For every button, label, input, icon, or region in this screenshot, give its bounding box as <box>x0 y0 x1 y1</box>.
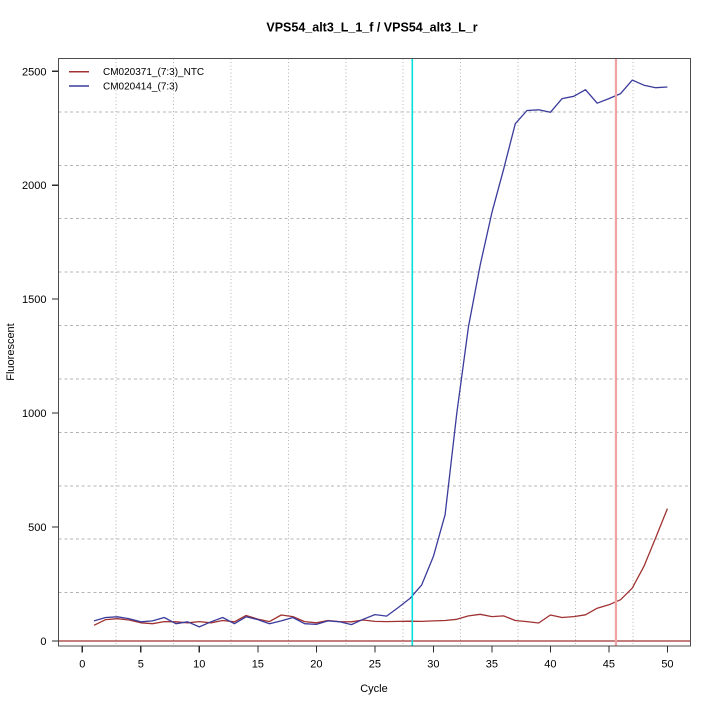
x-tick-label: 35 <box>486 659 498 671</box>
grid-layer <box>58 58 691 646</box>
x-tick-label: 20 <box>310 659 322 671</box>
x-axis-label: Cycle <box>360 683 388 695</box>
y-tick-label: 500 <box>28 522 46 534</box>
legend-entry-sample: CM020414_(7:3) <box>69 82 178 93</box>
y-tick-label: 2500 <box>22 66 46 78</box>
x-tick-label: 45 <box>603 659 615 671</box>
x-tick-label: 40 <box>544 659 556 671</box>
x-tick-label: 10 <box>193 659 205 671</box>
legend-entry-ntc: CM020371_(7:3)_NTC <box>69 67 204 78</box>
chart-title: VPS54_alt3_L_1_f / VPS54_alt3_L_r <box>266 21 477 35</box>
plot-border <box>57 57 692 647</box>
x-tick-label: 25 <box>369 659 381 671</box>
x-tick-label: 30 <box>427 659 439 671</box>
x-tick-label: 15 <box>252 659 264 671</box>
legend: CM020371_(7:3)_NTC CM020414_(7:3) <box>69 67 204 93</box>
x-tick-label: 50 <box>661 659 673 671</box>
x-tick-label: 5 <box>138 659 144 671</box>
y-tick-label: 1000 <box>22 408 46 420</box>
threshold-vline-layer <box>411 58 618 646</box>
legend-label-ntc: CM020371_(7:3)_NTC <box>103 67 204 78</box>
series-line-ntc <box>93 508 669 626</box>
y-tick-label: 1500 <box>22 294 46 306</box>
series-line-sample <box>93 79 668 628</box>
series-layer <box>93 79 669 628</box>
y-tick-label: 2000 <box>22 180 46 192</box>
y-axis-label: Fluorescent <box>5 323 17 380</box>
legend-label-sample: CM020414_(7:3) <box>103 82 178 93</box>
x-tick-label: 0 <box>79 659 85 671</box>
y-tick-label: 0 <box>40 636 46 648</box>
